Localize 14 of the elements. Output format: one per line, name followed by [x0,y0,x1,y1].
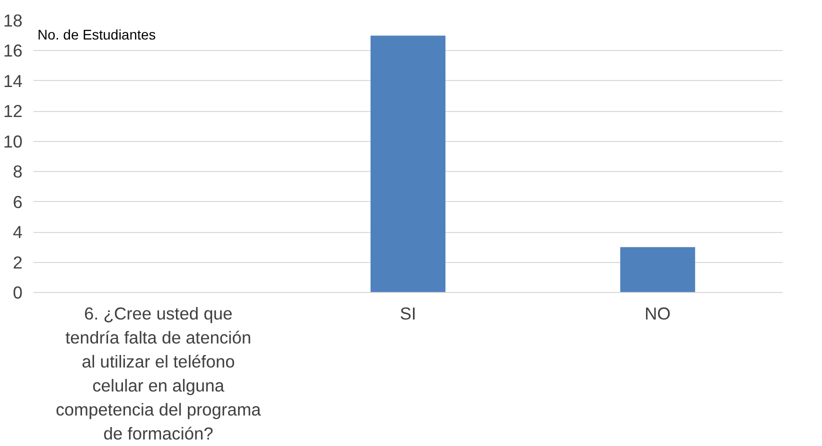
x-tick-label: SI [400,304,416,324]
y-tick-label: 14 [3,70,23,91]
y-tick-label: 18 [3,10,23,30]
y-tick-label: 6 [12,192,23,212]
y-tick-label: 4 [12,222,23,242]
x-tick-label: NO [644,304,671,324]
y-axis-title: No. de Estudiantes [38,26,156,42]
y-tick-label: 2 [12,252,23,272]
x-tick-label: 6. ¿Cree usted que tendría falta de atención al utilizar el teléfono celular en alguna competencia del programa de formación? [56,304,262,444]
y-tick-label: 16 [3,40,23,61]
y-tick-label: 0 [12,282,23,302]
y-tick-label: 8 [12,162,23,182]
y-tick-label: 10 [3,131,23,152]
y-tick-label: 12 [3,101,23,122]
